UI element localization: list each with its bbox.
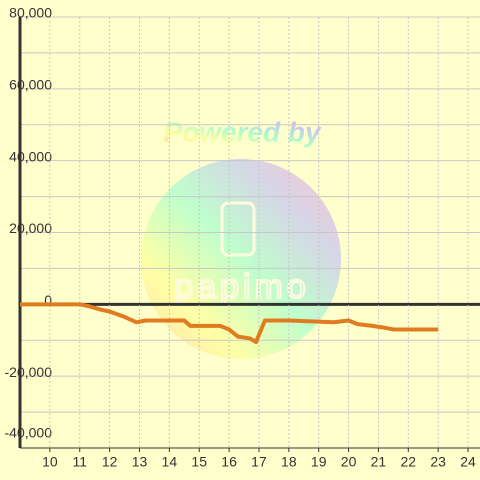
x-tick-label: 13: [132, 454, 148, 470]
y-tick-label: 20,000: [9, 220, 52, 236]
x-tick-label: 16: [221, 454, 237, 470]
watermark-text: Powered by: [163, 116, 322, 147]
x-tick-label: 11: [72, 454, 87, 470]
y-tick-label: -40,000: [5, 425, 53, 441]
x-tick-label: 23: [430, 454, 446, 470]
x-tick-label: 19: [311, 454, 327, 470]
watermark-icon: [220, 201, 256, 257]
x-tick-label: 10: [42, 454, 58, 470]
watermark-circle: [141, 159, 341, 359]
watermark-logo: papimo: [174, 268, 310, 306]
x-tick-label: 21: [371, 454, 387, 470]
x-tick-label: 20: [341, 454, 357, 470]
y-tick-label: 40,000: [9, 148, 52, 164]
y-tick-label: 0: [44, 292, 52, 308]
line-series: [20, 302, 439, 345]
y-tick-label: 80,000: [9, 5, 52, 21]
x-tick-label: 12: [102, 454, 118, 470]
x-tick-label: 22: [401, 454, 417, 470]
x-tick-label: 17: [251, 454, 267, 470]
x-tick-label: 14: [162, 454, 178, 470]
y-tick-label: 60,000: [9, 77, 52, 93]
y-tick-label: -20,000: [5, 364, 53, 380]
x-tick-label: 18: [281, 454, 297, 470]
x-tick-label: 24: [460, 454, 476, 470]
x-tick-label: 15: [191, 454, 207, 470]
